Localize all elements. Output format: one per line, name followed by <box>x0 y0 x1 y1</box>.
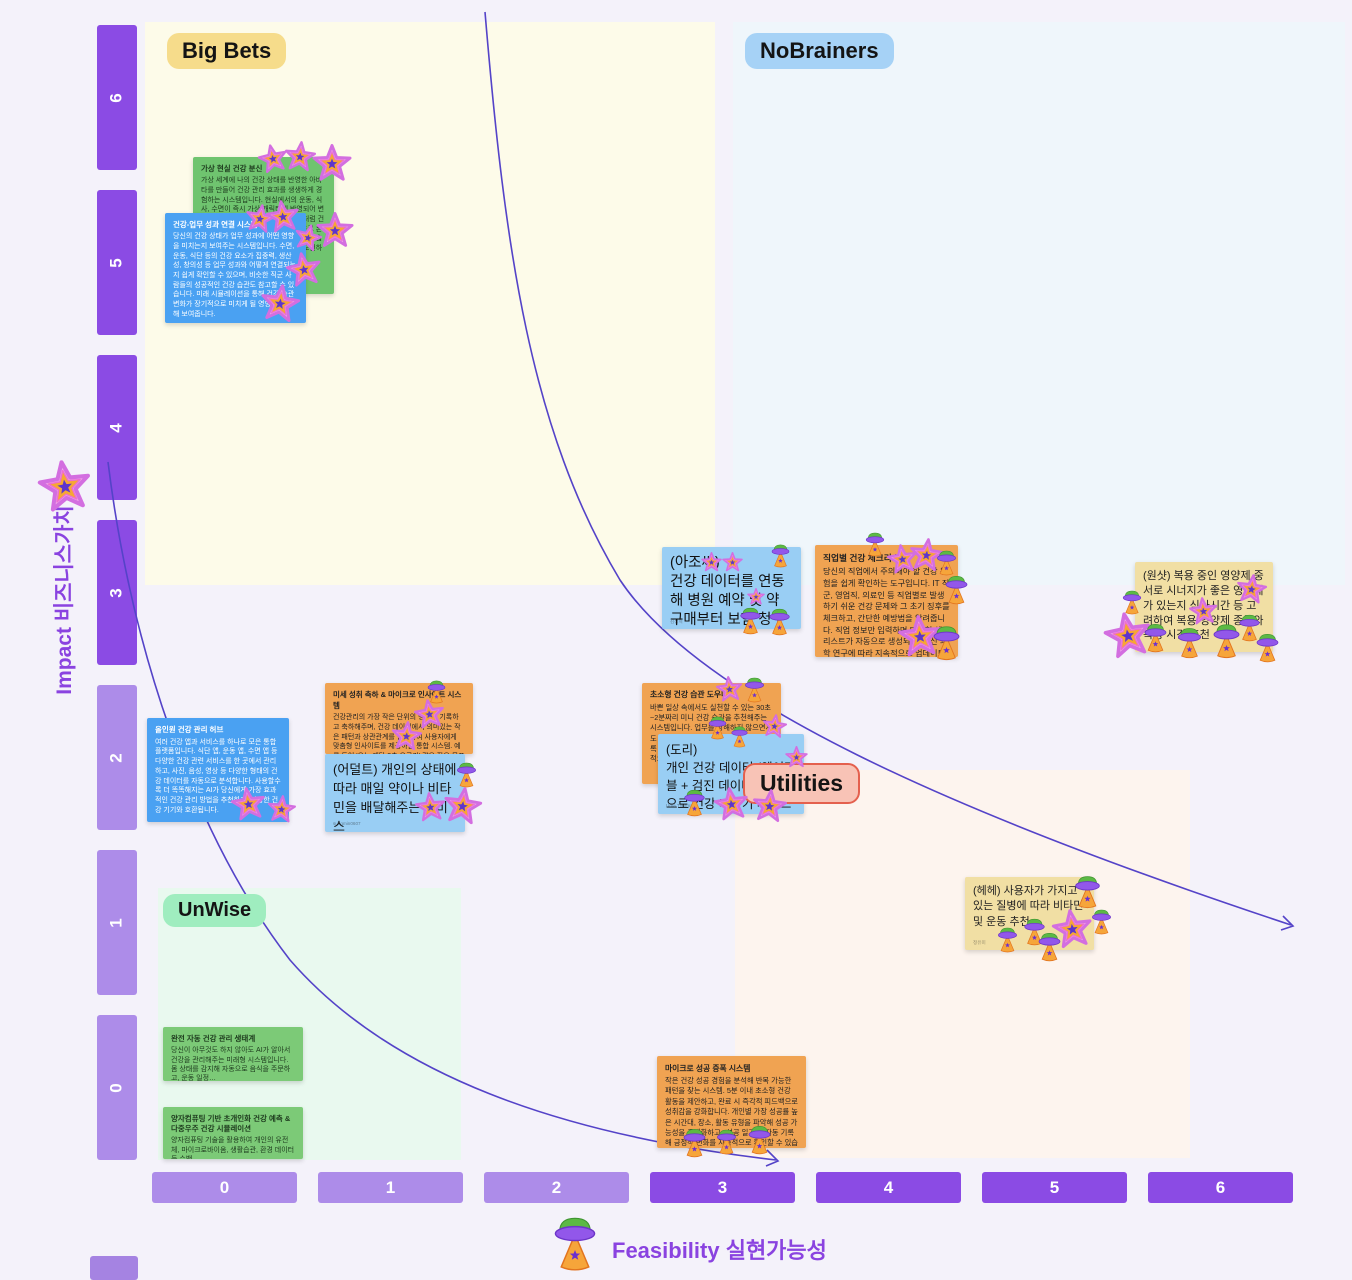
ufo-sticker[interactable] <box>928 624 965 661</box>
x-tick-value: 6 <box>1215 1177 1226 1197</box>
y-tick-1[interactable]: 1 <box>97 850 137 995</box>
x-axis-label: Feasibility 실현가능성 <box>612 1238 827 1263</box>
ufo-sticker[interactable] <box>933 549 960 576</box>
y-tick-0[interactable]: 0 <box>97 1015 137 1160</box>
star-sticker[interactable] <box>722 552 743 573</box>
note-author: 정유미 <box>973 939 986 945</box>
ufo-sticker[interactable] <box>765 607 794 636</box>
star-sticker[interactable] <box>257 281 302 326</box>
ufo-sticker[interactable] <box>736 606 765 635</box>
x-tick-5[interactable]: 5 <box>982 1172 1127 1203</box>
star-sticker[interactable] <box>389 719 423 753</box>
star-sticker[interactable] <box>712 785 752 825</box>
ufo-sticker[interactable] <box>741 676 768 703</box>
star-sticker[interactable] <box>282 139 317 174</box>
x-tick-value: 0 <box>219 1177 230 1197</box>
star-sticker[interactable] <box>312 144 352 184</box>
ufo-sticker[interactable] <box>546 1214 604 1272</box>
star-sticker[interactable] <box>264 198 302 236</box>
x-tick-value: 2 <box>551 1177 562 1197</box>
star-sticker[interactable] <box>35 457 96 518</box>
star-sticker[interactable] <box>266 794 298 826</box>
ufo-sticker[interactable] <box>1140 622 1171 653</box>
note-title: 완전 자동 건강 관리 생태계 <box>171 1034 256 1043</box>
x-tick-0[interactable]: 0 <box>152 1172 297 1203</box>
quadrant-region-no-brainers <box>733 22 1345 585</box>
ufo-sticker[interactable] <box>1173 626 1206 659</box>
ufo-sticker[interactable] <box>728 725 751 748</box>
x-tick-value: 5 <box>1049 1177 1060 1197</box>
star-sticker[interactable] <box>715 675 745 705</box>
note-author: 김성혁 <box>670 618 683 624</box>
star-sticker[interactable] <box>255 141 291 177</box>
note-title: 올인원 건강 관리 허브 <box>155 725 224 734</box>
y-tick-value: 1 <box>107 917 126 928</box>
y-tick-value: 3 <box>107 587 126 598</box>
note-title: 가상 현실 건강 분신 <box>201 164 263 173</box>
star-sticker[interactable] <box>747 588 765 606</box>
ufo-sticker[interactable] <box>713 1128 740 1155</box>
note-title: 양자컴퓨팅 기반 초개인화 건강 예측 & 다중우주 건강 시뮬레이션 <box>171 1114 291 1134</box>
x-tick-value: 3 <box>717 1177 728 1197</box>
star-sticker[interactable] <box>229 785 269 825</box>
x-tick-2[interactable]: 2 <box>484 1172 629 1203</box>
x-tick-4[interactable]: 4 <box>816 1172 961 1203</box>
x-tick-6[interactable]: 6 <box>1148 1172 1293 1203</box>
note-author: sungmin0607 <box>333 821 361 827</box>
star-sticker[interactable] <box>291 221 325 255</box>
quadrant-label-big-bets[interactable]: Big Bets <box>167 33 287 69</box>
ufo-sticker[interactable] <box>453 761 480 788</box>
star-sticker[interactable] <box>701 552 722 573</box>
ufo-sticker[interactable] <box>705 715 730 740</box>
curve-upper-arrowhead <box>1280 915 1295 931</box>
ufo-sticker[interactable] <box>1070 874 1105 909</box>
y-tick-value: 5 <box>107 257 126 268</box>
x-tick-value: 4 <box>883 1177 894 1197</box>
x-tick-1[interactable]: 1 <box>318 1172 463 1203</box>
star-sticker[interactable] <box>785 746 808 769</box>
ufo-sticker[interactable] <box>768 543 793 568</box>
y-tick-value: 6 <box>107 92 126 103</box>
quadrant-label-unwise[interactable]: UnWise <box>163 894 267 927</box>
y-tick-5[interactable]: 5 <box>97 190 137 335</box>
y-tick-6[interactable]: 6 <box>97 25 137 170</box>
star-sticker[interactable] <box>316 212 354 250</box>
y-tick-4[interactable]: 4 <box>97 355 137 500</box>
x-tick-3[interactable]: 3 <box>650 1172 795 1203</box>
ufo-sticker[interactable] <box>994 926 1021 953</box>
ufo-sticker[interactable] <box>1034 931 1065 962</box>
note-body: 당신이 아무것도 하지 않아도 AI가 알아서 건강을 관리해주는 미래형 시스… <box>171 1047 291 1081</box>
x-tick-value: 1 <box>385 1177 396 1197</box>
y-tick-2[interactable]: 2 <box>97 685 137 830</box>
quadrant-label-no-brainers[interactable]: NoBrainers <box>745 33 894 69</box>
ufo-sticker[interactable] <box>941 574 972 605</box>
ufo-sticker[interactable] <box>862 531 888 557</box>
note-title: 마이크로 성공 증폭 시스템 <box>665 1064 751 1073</box>
ufo-sticker[interactable] <box>679 1127 710 1158</box>
note-title: 건강-업무 성과 연결 시스템 <box>173 220 258 229</box>
note-body: 양자컴퓨팅 기술을 활용하여 개인의 유전체, 마이크로바이옴, 생활습관, 환… <box>171 1137 295 1159</box>
y-axis-label: Impact 비즈니스가치 <box>53 505 76 695</box>
ufo-sticker[interactable] <box>1252 632 1283 663</box>
y-tick-value: 4 <box>107 422 126 433</box>
star-sticker[interactable] <box>760 712 788 740</box>
ufo-sticker[interactable] <box>744 1124 775 1155</box>
y-tick-3[interactable]: 3 <box>97 520 137 665</box>
star-sticker[interactable] <box>440 784 484 828</box>
y-tick-value: 2 <box>107 752 126 763</box>
y-tick-value: 0 <box>107 1082 126 1093</box>
star-sticker[interactable] <box>283 249 325 291</box>
corner-axis-block <box>90 1256 138 1280</box>
ufo-sticker[interactable] <box>680 788 709 817</box>
star-sticker[interactable] <box>750 787 788 825</box>
star-sticker[interactable] <box>1234 572 1269 607</box>
